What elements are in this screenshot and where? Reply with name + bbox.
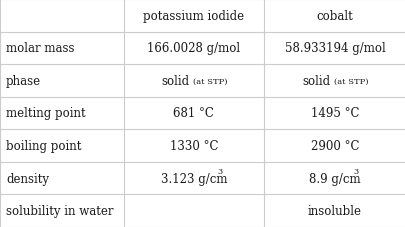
Text: 1330 °C: 1330 °C	[169, 139, 217, 152]
Text: 3.123 g/cm: 3.123 g/cm	[160, 172, 226, 185]
Text: potassium iodide: potassium iodide	[143, 10, 244, 23]
Text: (at STP): (at STP)	[333, 77, 367, 85]
Text: 8.9 g/cm: 8.9 g/cm	[308, 172, 360, 185]
Text: insoluble: insoluble	[307, 204, 361, 217]
Text: 1495 °C: 1495 °C	[310, 107, 358, 120]
Text: 2900 °C: 2900 °C	[310, 139, 358, 152]
Text: solid: solid	[161, 75, 189, 88]
Text: density: density	[6, 172, 49, 185]
Text: phase: phase	[6, 75, 41, 88]
Text: solid: solid	[302, 75, 330, 88]
Text: solubility in water: solubility in water	[6, 204, 113, 217]
Text: boiling point: boiling point	[6, 139, 81, 152]
Text: 166.0028 g/mol: 166.0028 g/mol	[147, 42, 240, 55]
Text: 3: 3	[353, 167, 358, 175]
Text: cobalt: cobalt	[316, 10, 352, 23]
Text: 681 °C: 681 °C	[173, 107, 214, 120]
Text: (at STP): (at STP)	[192, 77, 227, 85]
Text: 3: 3	[216, 167, 222, 175]
Text: melting point: melting point	[6, 107, 85, 120]
Text: 58.933194 g/mol: 58.933194 g/mol	[284, 42, 384, 55]
Text: molar mass: molar mass	[6, 42, 75, 55]
